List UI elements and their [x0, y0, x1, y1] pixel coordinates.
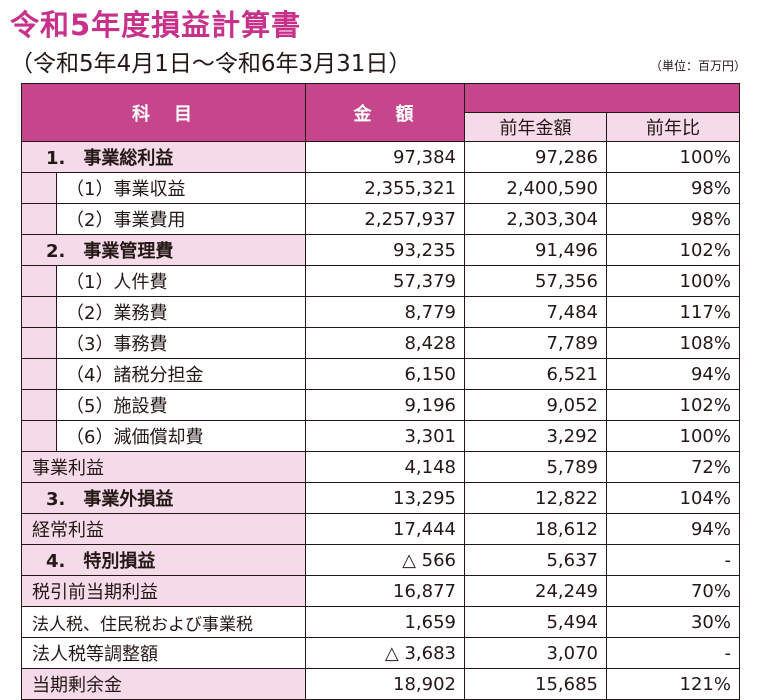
row-label: 1. 事業総利益 [21, 141, 306, 173]
row-label: （2）事業費用 [21, 203, 306, 235]
row-amount: 18,902 [305, 668, 465, 700]
table-row: 3. 事業外損益 13,295 12,822 104% [21, 482, 740, 514]
row-ratio: - [606, 544, 740, 576]
row-label: （4）諸税分担金 [21, 358, 306, 390]
table-row: （2）事業費用 2,257,937 2,303,304 98% [21, 203, 740, 235]
row-amount: 13,295 [305, 482, 465, 514]
row-amount: △ 566 [305, 544, 465, 576]
row-prev: 57,356 [464, 265, 607, 297]
row-amount: 9,196 [305, 389, 465, 421]
row-label: 法人税等調整額 [21, 637, 306, 669]
row-ratio: 94% [606, 358, 740, 390]
row-amount: 1,659 [305, 606, 465, 638]
row-prev: 5,494 [464, 606, 607, 638]
table-row: 当期剰余金 18,902 15,685 121% [21, 668, 740, 700]
row-ratio: 70% [606, 575, 740, 607]
row-label: （1）人件費 [21, 265, 306, 297]
row-prev: 9,052 [464, 389, 607, 421]
row-amount: △ 3,683 [305, 637, 465, 669]
row-prev: 97,286 [464, 141, 607, 173]
row-amount: 17,444 [305, 513, 465, 545]
row-ratio: 100% [606, 420, 740, 452]
table-row: 1. 事業総利益 97,384 97,286 100% [21, 141, 740, 173]
row-label: （6）減価償却費 [21, 420, 306, 452]
table-row: 事業利益 4,148 5,789 72% [21, 451, 740, 483]
row-prev: 3,292 [464, 420, 607, 452]
row-ratio: 98% [606, 203, 740, 235]
header-item: 科 目 [21, 83, 306, 142]
row-prev: 12,822 [464, 482, 607, 514]
row-prev: 5,637 [464, 544, 607, 576]
table-row: （1）人件費 57,379 57,356 100% [21, 265, 740, 297]
row-label: （1）事業収益 [21, 172, 306, 204]
row-prev: 91,496 [464, 234, 607, 266]
row-prev: 18,612 [464, 513, 607, 545]
row-amount: 3,301 [305, 420, 465, 452]
row-label: 税引前当期利益 [21, 575, 306, 607]
row-ratio: 98% [606, 172, 740, 204]
row-ratio: 102% [606, 389, 740, 421]
row-amount: 2,355,321 [305, 172, 465, 204]
fiscal-period: （令和5年4月1日～令和6年3月31日） [10, 51, 412, 77]
row-amount: 8,779 [305, 296, 465, 328]
table-row: （6）減価償却費 3,301 3,292 100% [21, 420, 740, 452]
row-ratio: 117% [606, 296, 740, 328]
row-ratio: 104% [606, 482, 740, 514]
row-label: （5）施設費 [21, 389, 306, 421]
table-row: 4. 特別損益 △ 566 5,637 - [21, 544, 740, 576]
row-prev: 24,249 [464, 575, 607, 607]
header-ratio: 前年比 [606, 112, 740, 142]
table-row: 税引前当期利益 16,877 24,249 70% [21, 575, 740, 607]
table-row: （5）施設費 9,196 9,052 102% [21, 389, 740, 421]
page-title: 令和5年度損益計算書 [10, 8, 302, 42]
header-amount: 金 額 [305, 83, 465, 142]
row-label: 4. 特別損益 [21, 544, 306, 576]
row-prev: 6,521 [464, 358, 607, 390]
row-ratio: 94% [606, 513, 740, 545]
row-prev: 2,303,304 [464, 203, 607, 235]
row-label: 経常利益 [21, 513, 306, 545]
row-label: 2. 事業管理費 [21, 234, 306, 266]
row-ratio: - [606, 637, 740, 669]
row-label: 3. 事業外損益 [21, 482, 306, 514]
row-label: 当期剰余金 [21, 668, 306, 700]
row-ratio: 30% [606, 606, 740, 638]
row-amount: 2,257,937 [305, 203, 465, 235]
table-row: （3）事務費 8,428 7,789 108% [21, 327, 740, 359]
header-spacer [464, 83, 740, 113]
unit-note: （単位：百万円） [649, 59, 746, 73]
row-ratio: 100% [606, 141, 740, 173]
table-row: 法人税、住民税および事業税 1,659 5,494 30% [21, 606, 740, 638]
row-label: 法人税、住民税および事業税 [21, 606, 306, 638]
row-prev: 3,070 [464, 637, 607, 669]
row-ratio: 121% [606, 668, 740, 700]
row-amount: 4,148 [305, 451, 465, 483]
row-amount: 8,428 [305, 327, 465, 359]
row-prev: 15,685 [464, 668, 607, 700]
row-amount: 6,150 [305, 358, 465, 390]
table-row: 法人税等調整額 △ 3,683 3,070 - [21, 637, 740, 669]
row-ratio: 72% [606, 451, 740, 483]
row-amount: 57,379 [305, 265, 465, 297]
row-ratio: 102% [606, 234, 740, 266]
row-ratio: 100% [606, 265, 740, 297]
row-prev: 7,789 [464, 327, 607, 359]
table-row: （1）事業収益 2,355,321 2,400,590 98% [21, 172, 740, 204]
row-prev: 2,400,590 [464, 172, 607, 204]
income-statement-table: 科 目 金 額 前年金額 前年比 1. 事業総利益 97,384 97,286 … [21, 83, 740, 700]
row-amount: 16,877 [305, 575, 465, 607]
row-amount: 97,384 [305, 141, 465, 173]
row-label: （2）業務費 [21, 296, 306, 328]
row-amount: 93,235 [305, 234, 465, 266]
table-row: 2. 事業管理費 93,235 91,496 102% [21, 234, 740, 266]
table-row: （4）諸税分担金 6,150 6,521 94% [21, 358, 740, 390]
row-label: 事業利益 [21, 451, 306, 483]
row-ratio: 108% [606, 327, 740, 359]
table-row: （2）業務費 8,779 7,484 117% [21, 296, 740, 328]
table-row: 経常利益 17,444 18,612 94% [21, 513, 740, 545]
header-prev-amount: 前年金額 [464, 112, 607, 142]
row-prev: 5,789 [464, 451, 607, 483]
row-label: （3）事務費 [21, 327, 306, 359]
row-prev: 7,484 [464, 296, 607, 328]
